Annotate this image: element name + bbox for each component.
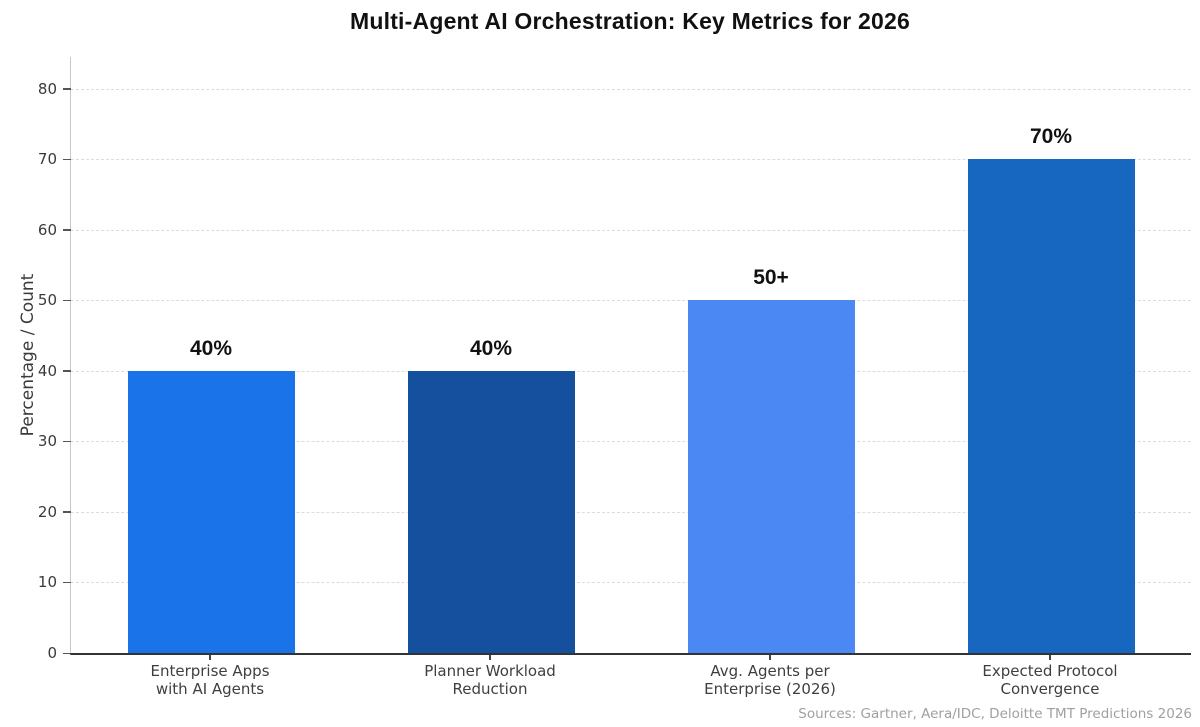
y-tick-mark xyxy=(63,370,71,372)
x-tick-mark xyxy=(769,655,771,660)
y-tick-mark xyxy=(63,652,71,654)
bar xyxy=(687,300,855,653)
y-tick-label: 20 xyxy=(37,502,57,521)
x-tick-label: Avg. Agents per Enterprise (2026) xyxy=(704,662,836,698)
bar-value-label: 50+ xyxy=(753,266,789,290)
y-tick-mark xyxy=(63,88,71,90)
chart-title: Multi-Agent AI Orchestration: Key Metric… xyxy=(350,8,910,34)
y-tick-mark xyxy=(63,511,71,513)
y-tick-mark xyxy=(63,581,71,584)
y-tick-label: 30 xyxy=(37,432,57,451)
x-tick-mark xyxy=(209,655,211,660)
gridline xyxy=(71,159,1191,161)
x-tick-label: Enterprise Apps with AI Agents xyxy=(150,662,270,698)
y-axis-label: Percentage / Count xyxy=(18,273,38,437)
y-tick-label: 0 xyxy=(47,644,57,662)
bar xyxy=(127,370,295,653)
gridline xyxy=(71,229,1191,231)
y-tick-mark xyxy=(63,158,71,161)
plot-area: 0 10 20 30 40 50 60 70 80 40% 40% 50+ 70% xyxy=(38,57,1191,662)
gridline xyxy=(71,88,1191,90)
y-tick-mark xyxy=(63,440,71,443)
y-tick-label: 40 xyxy=(37,361,57,380)
y-tick-label: 10 xyxy=(37,573,57,592)
gridline xyxy=(71,582,1191,584)
y-tick-mark xyxy=(63,229,71,231)
y-tick-label: 50 xyxy=(37,291,57,310)
x-tick-mark xyxy=(1049,655,1051,660)
gridline xyxy=(71,300,1191,302)
source-note: Sources: Gartner, Aera/IDC, Deloitte TMT… xyxy=(798,706,1192,722)
bar-value-label: 70% xyxy=(1029,125,1073,149)
gridline xyxy=(71,511,1191,513)
y-tick-mark xyxy=(63,299,71,302)
bar-value-label: 40% xyxy=(469,336,513,360)
x-tick-label: Planner Workload Reduction xyxy=(424,662,556,698)
x-tick-label: Expected Protocol Convergence xyxy=(982,662,1118,698)
x-tick-mark xyxy=(489,655,491,660)
y-tick-label: 60 xyxy=(37,220,57,239)
bar xyxy=(407,370,575,653)
y-tick-label: 70 xyxy=(37,150,57,169)
bar xyxy=(967,159,1135,653)
gridline xyxy=(71,441,1191,443)
gridline xyxy=(71,370,1191,372)
bar-value-label: 40% xyxy=(189,336,233,360)
y-tick-label: 80 xyxy=(37,79,57,98)
